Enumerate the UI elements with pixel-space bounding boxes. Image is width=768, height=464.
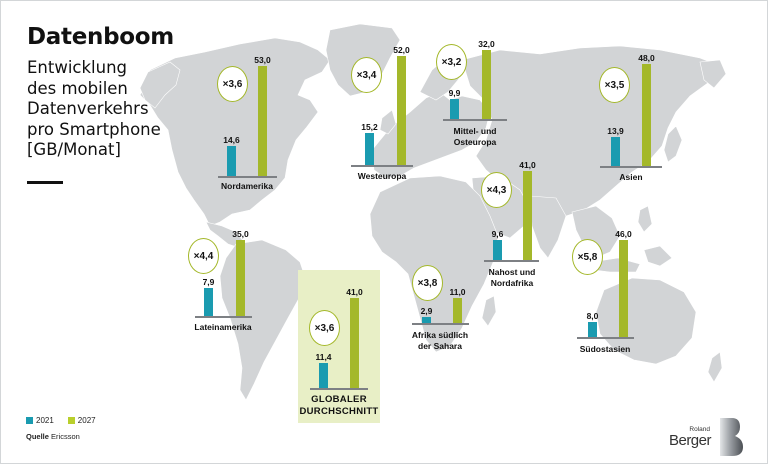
value-2027: 53,0 <box>254 55 271 65</box>
value-2021: 15,2 <box>361 122 378 132</box>
growth-factor-badge: ×3,8 <box>412 265 443 301</box>
value-2027: 41,0 <box>346 287 363 297</box>
region-label-line: GLOBALER <box>311 394 367 405</box>
legend-swatch-teal <box>26 417 33 424</box>
region-label: Mittel- und Osteuropa <box>454 126 497 148</box>
region-label: Asien <box>619 172 643 182</box>
subtitle-line: Entwicklung <box>27 58 128 77</box>
source-label: Quelle <box>26 432 49 441</box>
value-2027: 41,0 <box>519 160 536 170</box>
bar-baseline <box>412 323 469 325</box>
region-label: Afrika südlich der Sahara <box>412 330 468 352</box>
bar-2027 <box>482 50 491 119</box>
region-label-line: Afrika südlich <box>411 330 469 340</box>
logo-b-mark-icon <box>720 418 743 456</box>
chart-title: Datenboom <box>27 24 174 50</box>
value-2021: 13,9 <box>607 126 624 136</box>
legend-label: 2021 <box>36 416 54 425</box>
subtitle-line: [GB/Monat] <box>27 140 121 159</box>
value-2027: 32,0 <box>478 39 495 49</box>
bar-2021 <box>319 363 328 388</box>
bar-2021 <box>227 146 236 176</box>
bar-baseline <box>600 166 662 168</box>
growth-factor-badge: ×3,6 <box>309 310 340 346</box>
bar-2027 <box>236 240 245 316</box>
region-label: GLOBALER DURCHSCHNITT <box>299 394 378 418</box>
global-average-highlight <box>298 270 380 423</box>
legend-swatch-green <box>67 417 75 424</box>
region-label: Nordamerika <box>221 181 273 191</box>
value-2021: 8,0 <box>586 311 599 321</box>
region-label-line: Osteuropa <box>453 137 497 147</box>
value-2021: 11,4 <box>315 352 332 362</box>
growth-factor-badge: ×5,8 <box>572 239 603 275</box>
bar-2027 <box>619 240 628 337</box>
bar-2021 <box>611 137 620 166</box>
source-note: Quelle Ericsson <box>26 432 80 441</box>
bar-2021 <box>493 240 502 260</box>
value-2027: 52,0 <box>393 45 410 55</box>
bar-baseline <box>577 337 634 339</box>
bar-2027 <box>523 171 532 260</box>
growth-factor-badge: ×4,3 <box>481 172 512 208</box>
region-label: Lateinamerika <box>194 322 252 332</box>
bar-2027 <box>453 298 462 323</box>
bar-baseline <box>195 316 252 318</box>
legend-label: 2027 <box>77 416 96 425</box>
subtitle-line: Datenverkehrs <box>27 99 149 118</box>
growth-factor-badge: ×3,5 <box>599 67 630 103</box>
chart-legend: 2021 2027 <box>26 416 96 425</box>
value-2027: 11,0 <box>449 287 466 297</box>
bar-2021 <box>588 322 597 337</box>
growth-factor-badge: ×3,4 <box>351 57 382 93</box>
bar-2021 <box>204 288 213 316</box>
value-2027: 46,0 <box>615 229 632 239</box>
bar-baseline <box>484 260 539 262</box>
region-label-line: DURCHSCHNITT <box>299 406 379 417</box>
chart-subtitle: Entwicklung des mobilen Datenverkehrs pr… <box>27 58 197 161</box>
value-2021: 9,9 <box>448 88 461 98</box>
roland-berger-logo: Roland Berger <box>668 418 744 456</box>
value-2027: 48,0 <box>638 53 655 63</box>
legend-item-2027: 2027 <box>67 416 96 425</box>
region-label-line: Nordafrika <box>490 278 534 288</box>
region-label: Südostasien <box>579 344 631 354</box>
bar-baseline <box>310 388 368 390</box>
bar-2021 <box>422 317 431 323</box>
region-label: Nahost und Nordafrika <box>489 267 536 289</box>
bar-2027 <box>642 64 651 166</box>
bar-baseline <box>443 119 507 121</box>
logo-text-roland: Roland <box>689 426 710 433</box>
legend-item-2021: 2021 <box>26 416 54 425</box>
bar-baseline <box>351 165 413 167</box>
region-label-line: der Sahara <box>418 341 462 351</box>
title-divider <box>27 181 63 184</box>
region-label-line: Mittel- und <box>453 126 497 136</box>
value-2021: 7,9 <box>202 277 215 287</box>
value-2021: 2,9 <box>420 306 433 316</box>
growth-factor-badge: ×3,2 <box>436 44 467 80</box>
bar-2021 <box>450 99 459 119</box>
bar-baseline <box>218 176 277 178</box>
growth-factor-badge: ×3,6 <box>217 66 248 102</box>
bar-2021 <box>365 133 374 165</box>
value-2021: 9,6 <box>491 229 504 239</box>
subtitle-line: pro Smartphone <box>27 119 161 139</box>
logo-text-berger: Berger <box>668 432 712 449</box>
value-2027: 35,0 <box>232 229 249 239</box>
bar-2027 <box>350 298 359 388</box>
bar-2027 <box>258 66 267 176</box>
bar-2027 <box>397 56 406 165</box>
subtitle-line: des mobilen <box>27 78 128 98</box>
value-2021: 14,6 <box>223 135 240 145</box>
region-label: Westeuropa <box>357 171 407 181</box>
growth-factor-badge: ×4,4 <box>188 238 219 274</box>
region-label-line: Nahost und <box>488 267 536 277</box>
source-value: Ericsson <box>51 432 80 441</box>
